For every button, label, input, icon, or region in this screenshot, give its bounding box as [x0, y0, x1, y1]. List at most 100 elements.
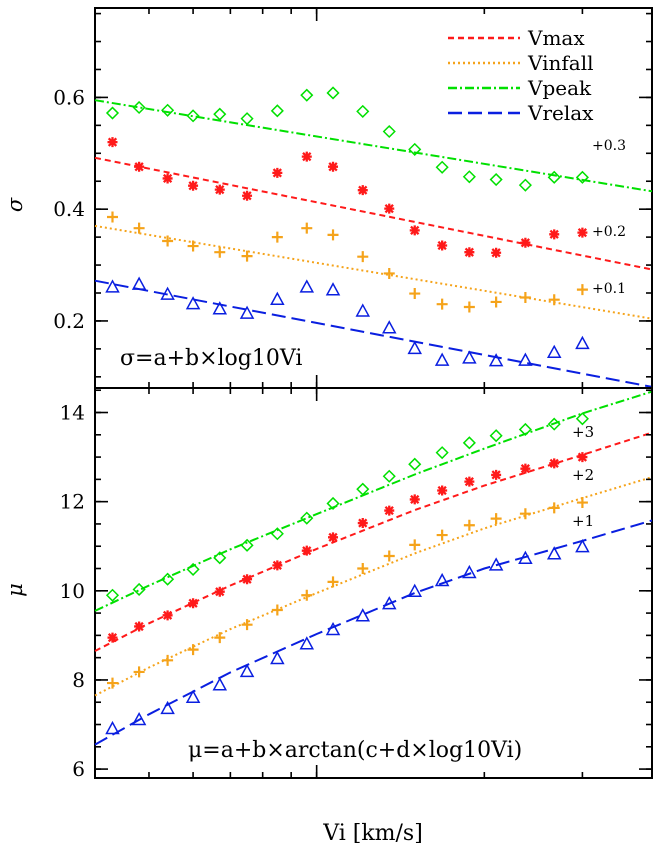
- data-point-plus: [301, 222, 313, 234]
- data-point-diamond: [382, 124, 396, 139]
- data-point-triangle: [355, 608, 371, 622]
- legend-label: Vmax: [527, 26, 585, 50]
- data-point-triangle: [488, 353, 504, 367]
- data-point-plus: [271, 231, 283, 243]
- data-point-asterisk: [464, 247, 475, 258]
- data-point-triangle: [407, 340, 422, 355]
- x-axis-label: Vi [km/s]: [322, 821, 423, 846]
- data-point-plus: [463, 301, 475, 313]
- series-vmax: [94, 137, 653, 271]
- data-point-asterisk: [272, 167, 283, 178]
- panel-sigma: 0.20.40.6σ+0.3+0.2+0.1σ=a+b×log10ViVmaxV…: [3, 7, 653, 389]
- data-point-diamond: [300, 88, 314, 102]
- data-point-asterisk: [134, 161, 145, 172]
- data-point-triangle: [185, 296, 201, 310]
- series-vrelax: [94, 519, 653, 746]
- data-point-plus: [519, 291, 531, 303]
- data-point-triangle: [381, 596, 397, 610]
- data-point-asterisk: [437, 240, 448, 251]
- data-point-plus: [133, 222, 145, 234]
- data-point-asterisk: [491, 469, 502, 480]
- fit-line-vmax: [94, 431, 653, 652]
- data-point-diamond: [186, 562, 200, 576]
- data-point-diamond: [186, 109, 200, 123]
- data-point-triangle: [160, 700, 175, 715]
- data-point-asterisk: [409, 494, 420, 505]
- data-point-diamond: [240, 112, 254, 126]
- data-point-asterisk: [214, 586, 225, 597]
- data-point-plus: [576, 284, 588, 296]
- series-vpeak: [94, 390, 653, 612]
- data-point-triangle: [546, 546, 562, 560]
- data-point-asterisk: [272, 560, 283, 571]
- plot-frame-bottom: [94, 387, 653, 779]
- data-point-diamond: [270, 527, 284, 541]
- data-point-triangle: [325, 282, 341, 296]
- data-point-asterisk: [357, 518, 368, 529]
- data-point-triangle: [131, 276, 147, 290]
- data-point-diamond: [382, 469, 396, 483]
- data-point-diamond: [270, 104, 284, 118]
- data-point-triangle: [575, 335, 590, 350]
- y-tick-label: 0.6: [53, 85, 85, 109]
- data-point-plus: [519, 508, 531, 520]
- data-point-asterisk: [188, 180, 199, 191]
- data-point-diamond: [435, 160, 449, 174]
- data-point-triangle: [575, 539, 590, 553]
- data-point-plus: [162, 654, 174, 666]
- data-point-plus: [241, 619, 253, 631]
- data-point-plus: [383, 550, 395, 562]
- data-point-triangle: [212, 677, 228, 691]
- y-tick-label: 8: [72, 668, 85, 692]
- data-point-asterisk: [107, 137, 118, 148]
- data-point-asterisk: [242, 190, 253, 201]
- data-point-diamond: [356, 104, 370, 118]
- data-point-plus: [490, 296, 502, 308]
- data-point-triangle: [462, 564, 477, 579]
- data-point-plus: [271, 604, 283, 616]
- data-point-plus: [436, 298, 448, 310]
- data-point-triangle: [407, 583, 422, 597]
- offset-label: +0.3: [592, 138, 626, 154]
- data-point-triangle: [105, 720, 120, 735]
- data-point-triangle: [518, 550, 533, 564]
- y-tick-label: 6: [72, 757, 85, 781]
- data-point-diamond: [518, 422, 532, 437]
- data-point-diamond: [105, 106, 120, 120]
- data-point-triangle: [299, 636, 315, 650]
- data-point-diamond: [462, 170, 476, 184]
- data-point-asterisk: [464, 476, 475, 487]
- data-point-asterisk: [409, 225, 420, 236]
- data-point-diamond: [575, 170, 589, 184]
- legend-label: Vpeak: [527, 76, 592, 100]
- data-point-diamond: [240, 538, 254, 552]
- data-point-asterisk: [107, 632, 118, 643]
- data-point-plus: [241, 250, 253, 262]
- fit-line-vinfall: [94, 224, 653, 320]
- offset-label: +1: [572, 512, 594, 530]
- legend-label: Vinfall: [527, 51, 594, 75]
- data-point-triangle: [355, 303, 371, 317]
- data-point-plus: [162, 235, 174, 247]
- data-point-asterisk: [520, 463, 531, 474]
- data-point-diamond: [356, 482, 370, 496]
- offset-label: +0.1: [592, 281, 626, 297]
- data-point-plus: [463, 519, 475, 531]
- data-point-triangle: [131, 711, 147, 726]
- data-point-diamond: [575, 412, 589, 426]
- data-point-triangle: [488, 557, 504, 571]
- data-point-triangle: [546, 344, 562, 359]
- data-point-diamond: [132, 582, 146, 597]
- data-point-asterisk: [577, 227, 588, 238]
- series-vrelax: [94, 276, 653, 388]
- data-point-diamond: [161, 103, 175, 117]
- y-axis-label: μ: [3, 583, 27, 597]
- data-point-triangle: [185, 689, 201, 704]
- data-point-asterisk: [437, 485, 448, 496]
- data-point-asterisk: [328, 161, 339, 172]
- fit-line-vinfall: [94, 476, 653, 697]
- data-point-plus: [187, 240, 199, 252]
- data-point-triangle: [381, 320, 397, 334]
- data-point-diamond: [132, 100, 146, 115]
- data-point-asterisk: [301, 545, 312, 556]
